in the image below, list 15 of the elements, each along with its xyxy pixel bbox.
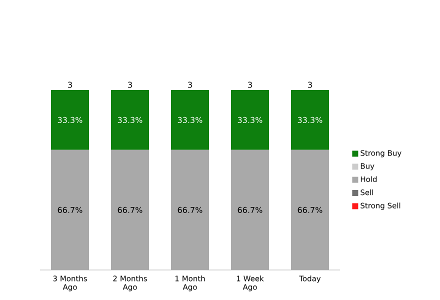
data-label: 33.3% <box>58 116 82 123</box>
annotation: 3 <box>68 82 72 88</box>
data-label: 66.7% <box>178 206 202 213</box>
data-label: 66.7% <box>298 206 322 213</box>
data-label: 66.7% <box>58 206 82 213</box>
annotation: 3 <box>128 82 132 88</box>
data-label: 33.3% <box>178 116 202 123</box>
data-label: 33.3% <box>118 116 142 123</box>
data-label: 66.7% <box>118 206 142 213</box>
data-label: 66.7% <box>238 206 262 213</box>
annotation: 3 <box>308 82 312 88</box>
annotation: 3 <box>188 82 192 88</box>
data-label: 33.3% <box>238 116 262 123</box>
annotation: 3 <box>248 82 252 88</box>
data-label: 33.3% <box>298 116 322 123</box>
